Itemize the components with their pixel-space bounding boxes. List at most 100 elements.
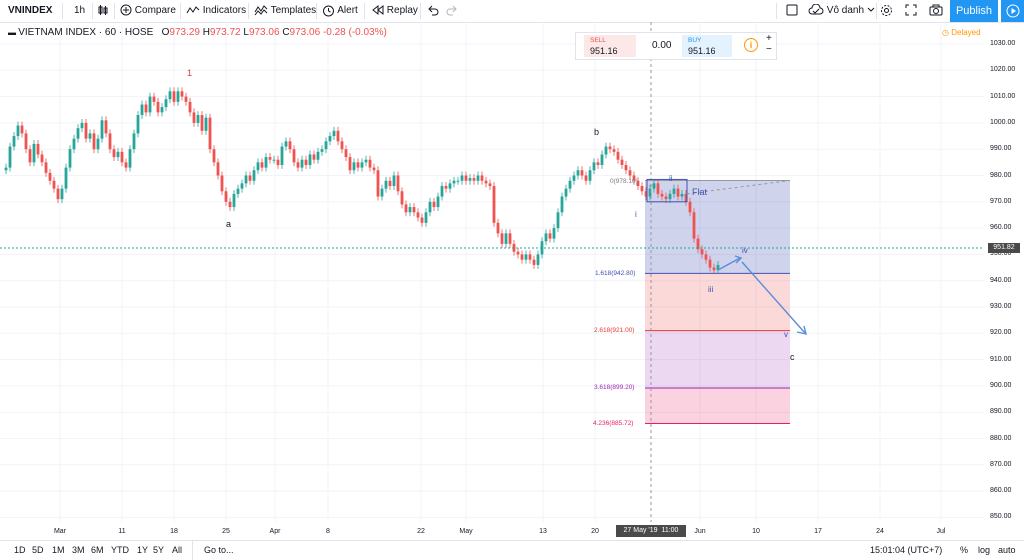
- legend-low-label: L: [243, 27, 249, 38]
- fib-zone-pink: [645, 388, 790, 424]
- fib-zone-red: [645, 273, 790, 331]
- settings-icon[interactable]: [880, 0, 893, 22]
- info-icon[interactable]: i: [744, 38, 758, 52]
- candle-body: [360, 162, 364, 168]
- range-button-ytd[interactable]: YTD: [111, 545, 129, 555]
- goto-button[interactable]: Go to...: [204, 545, 234, 555]
- candle-body: [556, 212, 560, 229]
- legend-change: -0.28 (-0.03%): [322, 27, 387, 38]
- candle-body: [652, 183, 656, 189]
- candle-body: [384, 180, 388, 189]
- percent-toggle[interactable]: %: [960, 545, 969, 555]
- symbol-search[interactable]: VNINDEX: [8, 5, 53, 16]
- candle-body: [568, 180, 572, 189]
- sell-button[interactable]: SELL 951.16: [584, 35, 636, 57]
- undo-icon[interactable]: [427, 0, 439, 22]
- candle-body: [184, 96, 188, 102]
- wave-label-ii: ii: [669, 174, 673, 183]
- candle-body: [316, 151, 320, 160]
- candle-body: [108, 133, 112, 150]
- replay-button[interactable]: Replay: [372, 0, 418, 22]
- wave-label-iii: iii: [708, 285, 714, 294]
- candle-body: [596, 162, 600, 165]
- range-button-3m[interactable]: 3M: [72, 545, 85, 555]
- delayed-badge[interactable]: ◷ Delayed: [942, 28, 981, 37]
- candle-body: [324, 141, 328, 150]
- legend-high: 973.72: [210, 27, 241, 38]
- range-button-5y[interactable]: 5Y: [153, 545, 165, 555]
- candle-body: [528, 254, 532, 260]
- price-tick: 1020.00: [990, 66, 1016, 74]
- divider: [420, 3, 421, 19]
- candle-body: [444, 186, 448, 189]
- buy-button[interactable]: BUY 951.16: [682, 35, 732, 57]
- alert-button[interactable]: Alert: [322, 0, 358, 22]
- time-tick: 18: [170, 528, 178, 535]
- range-button-5d[interactable]: 5D: [32, 545, 44, 555]
- legend-collapse-icon[interactable]: ▬: [8, 28, 19, 37]
- wave-label-1: 1: [187, 68, 192, 78]
- auto-toggle[interactable]: auto: [998, 545, 1016, 555]
- candle-body: [380, 188, 384, 197]
- candle-body: [452, 180, 456, 184]
- replay-label: Replay: [386, 5, 418, 16]
- time-tick: 24: [876, 528, 884, 535]
- buy-price: 951.16: [688, 46, 716, 56]
- layout-name-label: Vô danh: [826, 5, 865, 16]
- candle-body: [84, 122, 88, 139]
- redo-icon[interactable]: [446, 0, 458, 22]
- range-button-1y[interactable]: 1Y: [137, 545, 149, 555]
- candle-body: [336, 130, 340, 142]
- fullscreen-icon[interactable]: [905, 0, 917, 22]
- candle-body: [156, 101, 160, 113]
- play-icon[interactable]: [1000, 0, 1024, 22]
- range-button-all[interactable]: All: [172, 545, 183, 555]
- range-button-1d[interactable]: 1D: [14, 545, 26, 555]
- layout-name-button[interactable]: Vô danh: [808, 0, 875, 22]
- templates-button[interactable]: Templates: [254, 0, 316, 22]
- price-tick: 1010.00: [990, 92, 1016, 100]
- log-toggle[interactable]: log: [978, 545, 991, 555]
- clock[interactable]: 15:01:04 (UTC+7): [870, 545, 943, 555]
- candle-body: [300, 159, 304, 168]
- camera-icon[interactable]: [929, 0, 943, 22]
- projection-arrow: [741, 261, 806, 334]
- candle-body: [692, 212, 696, 239]
- candle-body: [248, 175, 252, 181]
- range-button-6m[interactable]: 6M: [91, 545, 104, 555]
- indicators-button[interactable]: Indicators: [186, 0, 246, 22]
- candle-body: [520, 254, 524, 260]
- candle-body: [160, 107, 164, 113]
- candle-body: [176, 91, 180, 102]
- candle-body: [544, 233, 548, 242]
- candle-body: [260, 162, 264, 168]
- candle-body: [244, 175, 248, 184]
- interval-button[interactable]: 1h: [74, 5, 86, 16]
- price-axis[interactable]: 1030.00 1020.00 1010.00 1000.00 990.00 980.00…: [984, 30, 1024, 522]
- candle-body: [352, 162, 356, 171]
- candle-body: [192, 112, 196, 123]
- bar-style-icon[interactable]: [97, 0, 109, 22]
- candle-body: [296, 162, 300, 168]
- candle-body: [268, 157, 272, 160]
- candle-body: [252, 170, 256, 181]
- candle-body: [636, 180, 640, 187]
- time-tick: Mar: [53, 528, 67, 535]
- fib-label-0: 0(978.10): [610, 178, 638, 185]
- legend-close: 973.06: [289, 27, 321, 38]
- candle-body: [600, 154, 604, 165]
- compare-button[interactable]: Compare: [120, 0, 176, 22]
- candle-body: [468, 178, 472, 181]
- buy-label: BUY: [688, 37, 702, 44]
- trade-size-stepper[interactable]: + −: [766, 33, 772, 55]
- candle-body: [80, 122, 84, 129]
- square-icon[interactable]: [786, 0, 798, 22]
- candle-body: [560, 196, 564, 213]
- candle-body: [448, 183, 452, 189]
- candle-body: [640, 186, 644, 192]
- chart-canvas[interactable]: 1abiiiFlatiiiivvc0(978.10)1.618(942.80)2…: [0, 22, 984, 522]
- range-button-1m[interactable]: 1M: [52, 545, 65, 555]
- publish-button[interactable]: Publish: [950, 0, 998, 22]
- candle-body: [168, 91, 172, 100]
- candle-body: [48, 172, 52, 181]
